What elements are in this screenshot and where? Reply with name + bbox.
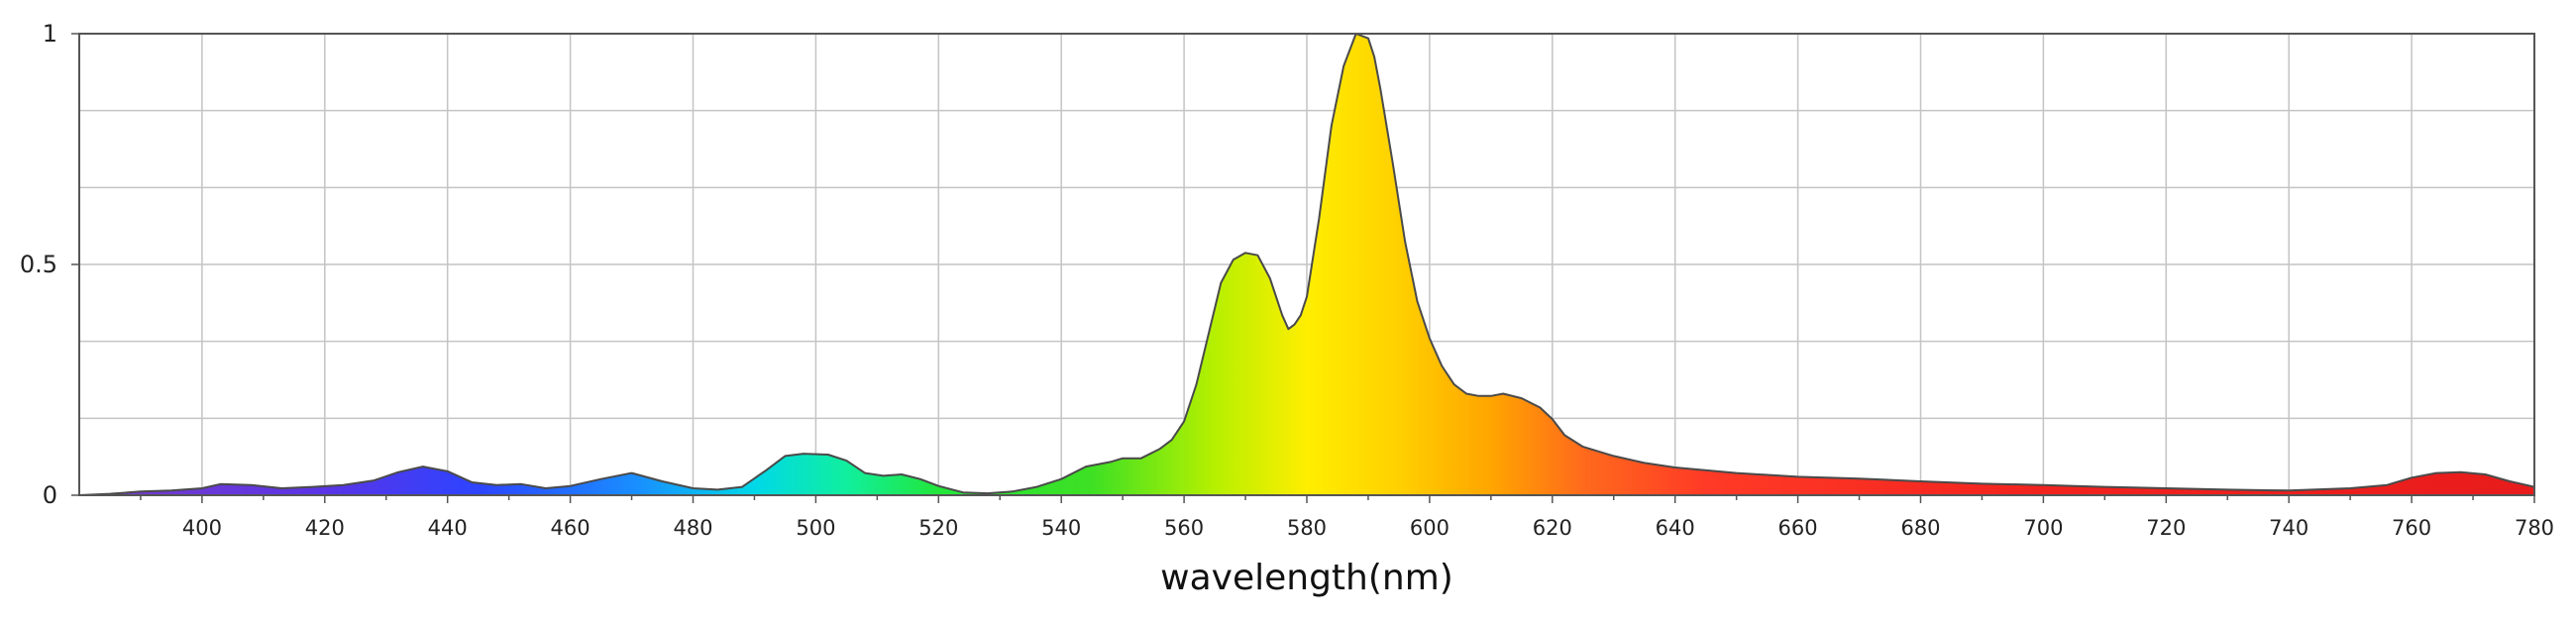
x-tick-label: 660 xyxy=(1778,516,1818,540)
x-tick-label: 580 xyxy=(1287,516,1327,540)
x-tick-label: 680 xyxy=(1900,516,1940,540)
x-tick-label: 620 xyxy=(1533,516,1572,540)
x-tick-label: 540 xyxy=(1041,516,1081,540)
x-tick-label: 560 xyxy=(1164,516,1204,540)
x-tick-label: 780 xyxy=(2515,516,2554,540)
x-tick-label: 500 xyxy=(796,516,835,540)
y-tick-label: 1 xyxy=(43,20,57,48)
y-tick-label: 0 xyxy=(43,481,57,509)
x-tick-label: 700 xyxy=(2023,516,2063,540)
spectrum-area-layer xyxy=(79,34,2534,495)
x-tick-label: 420 xyxy=(305,516,345,540)
y-axis: 00.51 xyxy=(20,20,79,509)
x-tick-label: 440 xyxy=(428,516,468,540)
grid-lines xyxy=(79,34,2534,495)
x-tick-label: 760 xyxy=(2392,516,2431,540)
x-tick-label: 400 xyxy=(182,516,222,540)
y-tick-label: 0.5 xyxy=(20,251,57,278)
x-axis-title: wavelength(nm) xyxy=(1160,558,1453,598)
x-tick-label: 740 xyxy=(2269,516,2308,540)
spectrum-area xyxy=(79,34,2534,495)
x-axis: 400 420 440 460 480 500 520 540 560 580 600 620 640 6… xyxy=(140,495,2554,540)
x-tick-label: 480 xyxy=(673,516,712,540)
x-tick-label: 520 xyxy=(918,516,958,540)
x-tick-label: 720 xyxy=(2146,516,2186,540)
x-tick-label: 600 xyxy=(1410,516,1449,540)
x-tick-label: 460 xyxy=(551,516,590,540)
x-tick-label: 640 xyxy=(1656,516,1695,540)
